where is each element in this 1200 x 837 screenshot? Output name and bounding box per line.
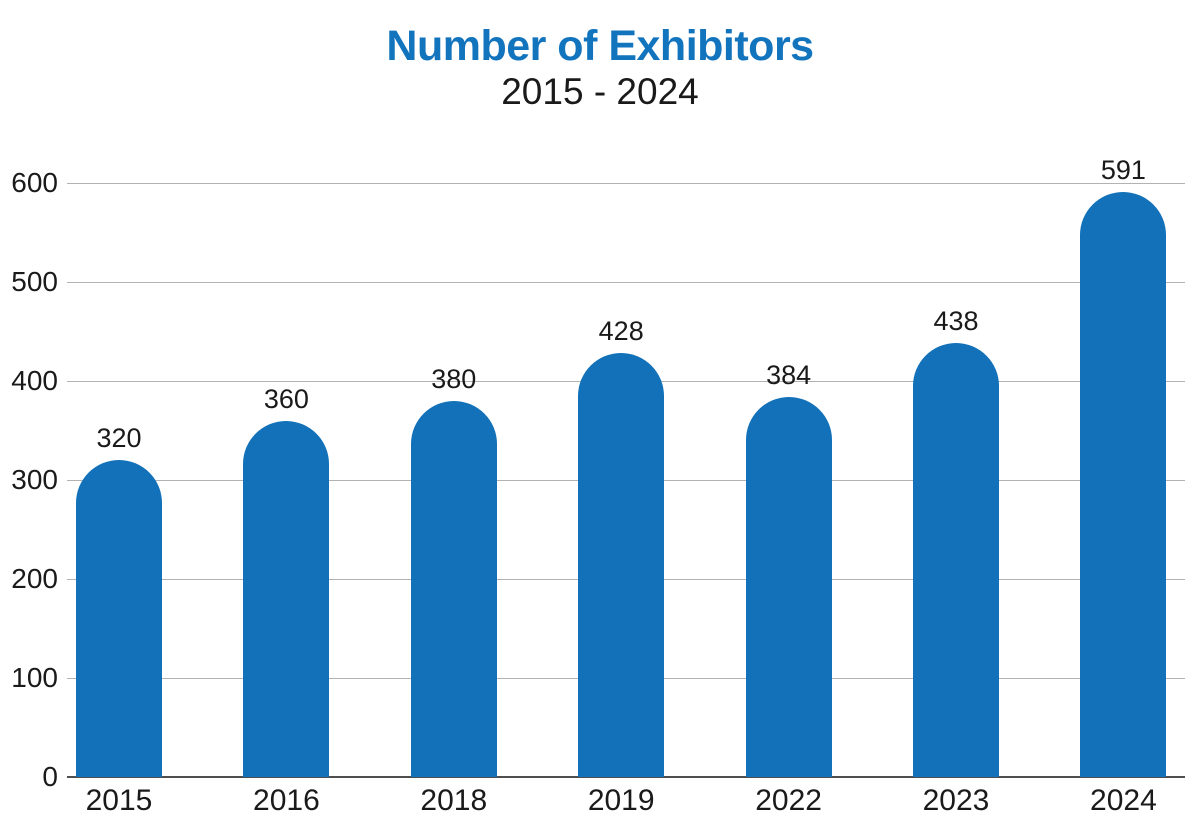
- y-axis: 0 100 200 300 400 500 600: [0, 168, 58, 792]
- y-tick-label-400: 400: [11, 365, 58, 396]
- bar-2016: [243, 420, 330, 777]
- gridline-500: [67, 282, 1185, 283]
- y-tick-label-100: 100: [11, 662, 58, 693]
- bar-value-label-2016: 360: [263, 383, 309, 414]
- y-tick-label-300: 300: [11, 464, 58, 495]
- bar-value-label-2019: 428: [598, 316, 644, 347]
- x-tick-label-2018: 2018: [420, 784, 488, 817]
- bar-2023: [913, 343, 999, 777]
- y-tick-label-500: 500: [11, 266, 58, 297]
- gridline-600: [67, 183, 1185, 184]
- x-tick-label-2016: 2016: [253, 784, 320, 817]
- plot-area: 320 360 380 428 384 438 591: [67, 155, 1185, 778]
- bar-value-label-2024: 591: [1100, 154, 1146, 185]
- bar-value-label-2015: 320: [96, 423, 142, 454]
- y-tick-label-0: 0: [42, 761, 58, 792]
- x-axis-baseline: [67, 776, 1185, 778]
- y-tick-label-200: 200: [11, 563, 58, 594]
- bar-2018: [410, 400, 497, 777]
- bar-layer: 320 360 380 428 384 438 591: [67, 155, 1185, 777]
- bar-2019: [578, 353, 665, 777]
- bar-value-label-2018: 380: [431, 363, 477, 394]
- bar-2022: [745, 396, 832, 777]
- chart-subtitle: 2015 - 2024: [501, 71, 699, 112]
- bar-2024: [1080, 191, 1167, 777]
- x-tick-label-2023: 2023: [922, 784, 990, 817]
- x-tick-label-2024: 2024: [1090, 784, 1157, 817]
- bar-value-label-2023: 438: [933, 306, 979, 337]
- x-tick-label-2022: 2022: [755, 784, 822, 817]
- x-tick-label-2015: 2015: [85, 784, 153, 817]
- y-tick-label-600: 600: [11, 167, 58, 198]
- x-axis: 2015 2016 2018 2019 2022 2023 2024: [67, 784, 1185, 822]
- chart-header: Number of Exhibitors 2015 - 2024: [0, 22, 1200, 113]
- chart-title: Number of Exhibitors: [386, 22, 814, 70]
- bar-value-label-2022: 384: [766, 359, 812, 390]
- x-tick-label-2019: 2019: [587, 784, 655, 817]
- bar-2015: [76, 460, 162, 777]
